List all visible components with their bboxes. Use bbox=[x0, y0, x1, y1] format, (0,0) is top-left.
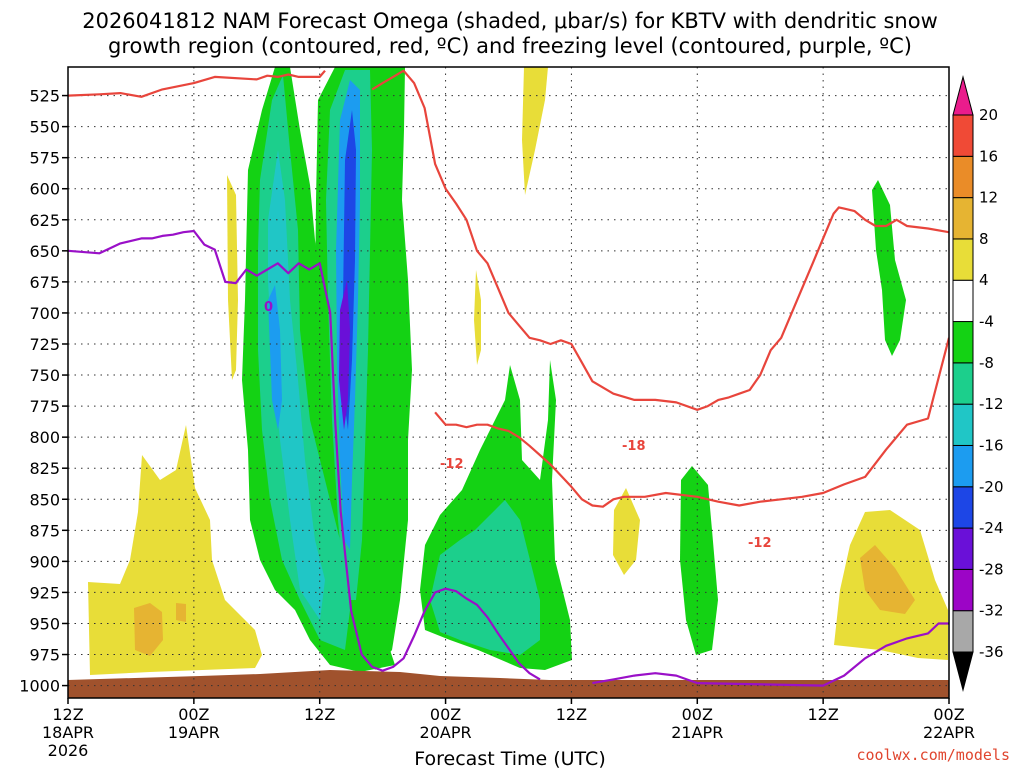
y-tick-label: 750 bbox=[29, 366, 60, 385]
colorbar-label: -8 bbox=[979, 354, 994, 372]
x-tick-label: 18APR bbox=[42, 723, 94, 742]
y-tick-label: 925 bbox=[29, 583, 60, 602]
y-tick-label: 825 bbox=[29, 459, 60, 478]
x-axis-title: Forecast Time (UTC) bbox=[414, 748, 605, 768]
shade-orange-right bbox=[860, 545, 915, 614]
contour-line-1 bbox=[592, 622, 949, 687]
y-tick-label: 725 bbox=[29, 335, 60, 354]
colorbar: -36 -32 -28 -24 -20 -16 -12 -8 -4 4 8 12 16 20 bbox=[952, 75, 1004, 692]
colorbar-label: -12 bbox=[979, 395, 1004, 413]
shade-yellow-left bbox=[88, 425, 262, 675]
y-tick-label: 875 bbox=[29, 521, 60, 540]
red-contour-label-3: -12 bbox=[748, 536, 772, 551]
colorbar-swatch bbox=[952, 197, 974, 240]
y-tick-label: 575 bbox=[29, 149, 60, 168]
x-tick-label: 00Z bbox=[933, 705, 964, 724]
shade-teal-mid bbox=[430, 500, 540, 655]
red-contour-label-1: -12 bbox=[440, 457, 464, 472]
colorbar-swatch bbox=[952, 527, 974, 570]
colorbar-swatch bbox=[952, 279, 974, 323]
y-tick-label: 625 bbox=[29, 211, 60, 230]
colorbar-label: -28 bbox=[979, 560, 1004, 578]
y-tick-label: 650 bbox=[29, 242, 60, 261]
colorbar-swatch bbox=[952, 155, 974, 199]
colorbar-swatch bbox=[952, 114, 974, 157]
red-contour-label-2: -18 bbox=[622, 439, 646, 454]
x-tick-label: 12Z bbox=[52, 705, 83, 724]
colorbar-arrow-top bbox=[952, 75, 974, 116]
shade-green-r bbox=[872, 180, 906, 356]
contour-line-2 bbox=[68, 69, 326, 98]
colorbar-label: 8 bbox=[979, 230, 989, 248]
colorbar-swatch bbox=[952, 568, 974, 612]
credit-text: coolwx.com/models bbox=[856, 746, 1010, 764]
colorbar-label: -20 bbox=[979, 478, 1004, 496]
contours bbox=[68, 69, 949, 687]
shade-orange-left2 bbox=[176, 603, 186, 622]
shade-yellow-mid bbox=[474, 270, 481, 365]
colorbar-label: 20 bbox=[979, 106, 998, 124]
colorbar-label: -16 bbox=[979, 436, 1004, 454]
colorbar-label: -36 bbox=[979, 643, 1004, 661]
colorbar-swatch bbox=[952, 403, 974, 446]
x-tick-label: 22APR bbox=[923, 723, 975, 742]
x-tick-label: 00Z bbox=[430, 705, 461, 724]
colorbar-swatch bbox=[952, 321, 974, 364]
shade-green-c bbox=[680, 466, 718, 655]
colorbar-swatch bbox=[952, 486, 974, 529]
omega-shading bbox=[68, 67, 949, 698]
x-tick-label: 12Z bbox=[304, 705, 335, 724]
colorbar-label: 16 bbox=[979, 147, 998, 165]
colorbar-swatch bbox=[952, 610, 974, 653]
x-tick-label: 21APR bbox=[671, 723, 723, 742]
purple-contour-label: 0 bbox=[264, 300, 273, 315]
shade-yellow-c bbox=[613, 488, 640, 575]
y-tick-label: 525 bbox=[29, 87, 60, 106]
contour-line-0 bbox=[68, 229, 541, 681]
colorbar-swatch bbox=[952, 362, 974, 405]
grid bbox=[68, 67, 949, 698]
y-tick-label: 600 bbox=[29, 180, 60, 199]
y-tick-label: 1000 bbox=[19, 677, 60, 696]
shade-yellow-thin bbox=[227, 175, 238, 380]
x-tick-label: 00Z bbox=[178, 705, 209, 724]
ground-bump bbox=[68, 670, 949, 698]
contour-line-4 bbox=[371, 69, 949, 411]
colorbar-swatch bbox=[952, 238, 974, 281]
colorbar-arrow-bottom bbox=[952, 651, 974, 692]
colorbar-label: -24 bbox=[979, 519, 1004, 537]
y-tick-label: 900 bbox=[29, 552, 60, 571]
chart-title-line1: 2026041812 NAM Forecast Omega (shaded, μ… bbox=[82, 9, 938, 33]
contour-line-3 bbox=[434, 337, 949, 508]
y-tick-label: 800 bbox=[29, 428, 60, 447]
y-tick-label: 950 bbox=[29, 614, 60, 633]
colorbar-label: -4 bbox=[979, 313, 994, 331]
x-tick-label: 12Z bbox=[556, 705, 587, 724]
x-tick-label: 19APR bbox=[168, 723, 220, 742]
x-tick-label: 12Z bbox=[807, 705, 838, 724]
y-tick-label: 850 bbox=[29, 490, 60, 509]
y-axis: 525 550 575 600 625 650 675 700 725 750 775 800 825 8… bbox=[19, 87, 68, 696]
shade-orange-left bbox=[134, 603, 163, 656]
y-tick-label: 700 bbox=[29, 304, 60, 323]
colorbar-label: -32 bbox=[979, 602, 1004, 620]
x-tick-label: 2026 bbox=[48, 741, 89, 760]
x-tick-label: 00Z bbox=[682, 705, 713, 724]
x-tick-label: 20APR bbox=[420, 723, 472, 742]
colorbar-swatch bbox=[952, 444, 974, 488]
shade-yellow-top bbox=[522, 67, 548, 195]
y-tick-label: 775 bbox=[29, 397, 60, 416]
chart-title-line2: growth region (contoured, red, ºC) and f… bbox=[108, 34, 912, 58]
colorbar-label: 12 bbox=[979, 189, 998, 207]
colorbar-label: 4 bbox=[979, 271, 989, 289]
y-tick-label: 675 bbox=[29, 273, 60, 292]
y-tick-label: 550 bbox=[29, 118, 60, 137]
y-tick-label: 975 bbox=[29, 646, 60, 665]
shade-blue-left bbox=[268, 285, 282, 430]
plot-frame bbox=[67, 66, 950, 699]
shade-indigo-tower bbox=[339, 280, 350, 430]
